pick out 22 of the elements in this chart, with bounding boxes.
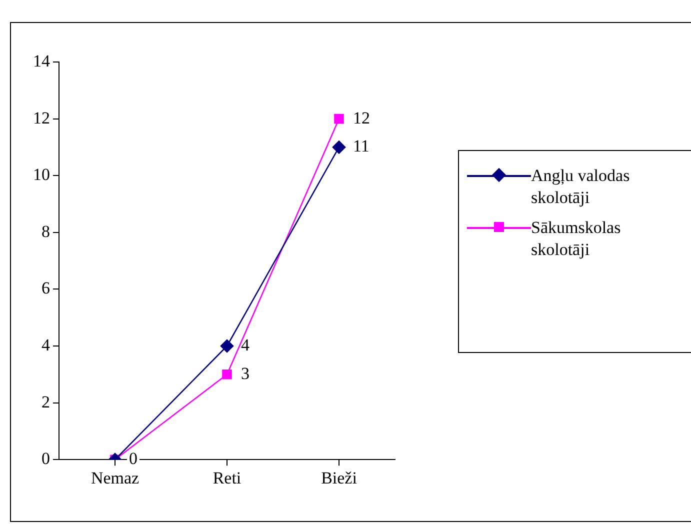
point <box>222 370 232 380</box>
point <box>220 339 234 353</box>
y-tick-label: 0 <box>42 449 50 468</box>
y-tick-label: 2 <box>42 392 50 412</box>
data-label: 4 <box>241 335 250 354</box>
data-label: 3 <box>241 364 250 383</box>
y-tick-label: 12 <box>33 108 50 128</box>
x-tick-label: Bieži <box>321 468 358 488</box>
x-tick-label: Nemaz <box>90 468 140 488</box>
point <box>334 114 344 124</box>
legend-label: Sākumskolas skolotāji <box>531 217 622 261</box>
data-label: 11 <box>353 136 370 156</box>
y-tick-label: 8 <box>42 222 50 241</box>
y-tick-label: 4 <box>42 335 50 354</box>
y-tick-label: 6 <box>42 278 50 298</box>
y-tick-label: 14 <box>33 51 50 70</box>
data-label: 12 <box>353 108 370 128</box>
data-label: 0 <box>129 449 138 468</box>
x-tick-label: Reti <box>212 468 242 488</box>
point <box>332 140 346 154</box>
legend-label: Angļu valodas skolotāji <box>531 165 631 209</box>
y-tick-label: 10 <box>33 165 50 184</box>
